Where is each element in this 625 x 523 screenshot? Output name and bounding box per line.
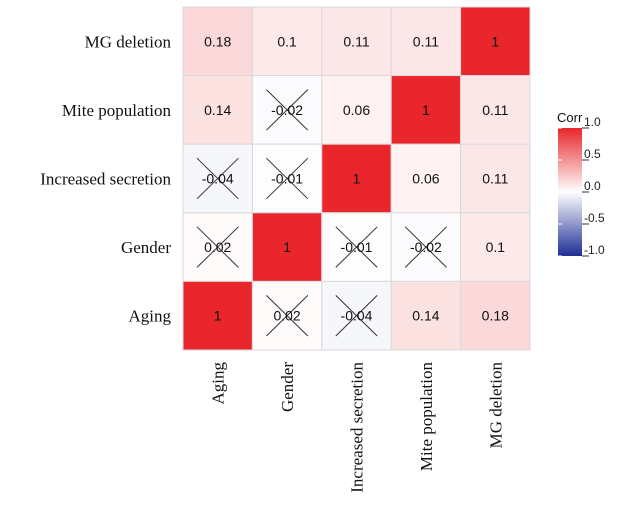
heatmap-cell: [321, 6, 392, 77]
insignificance-cross: [266, 89, 309, 131]
heatmap-cell: [182, 6, 253, 77]
legend-tick-label: 0.0: [584, 179, 601, 193]
heatmap-cell: [321, 143, 392, 214]
legend-tick-label: 0.5: [584, 147, 601, 161]
insignificance-cross: [196, 157, 239, 200]
heatmap-cell: [251, 212, 323, 282]
column-label: Aging: [209, 362, 228, 405]
insignificance-cross: [335, 226, 378, 268]
heatmap-cell: [460, 75, 531, 145]
cell-value-label: -0.04: [341, 308, 373, 324]
legend-tick-label: -0.5: [584, 211, 605, 225]
column-label: MG deletion: [486, 362, 505, 449]
heatmap-cells: 0.18 0.1 0.11 0.11 10.14 -0.02 0.06 1 0.11-0.04-…: [182, 6, 531, 351]
legend-tick-label: -1.0: [584, 243, 605, 257]
column-label: Increased secretion: [348, 362, 367, 493]
cell-value-label: 0.02: [273, 308, 300, 324]
heatmap-cell: [390, 143, 462, 214]
legend-tick-label: 1.0: [584, 115, 601, 129]
cell-value-label: -0.01: [271, 171, 303, 187]
cell-value-label: 0.18: [204, 33, 231, 49]
heatmap-cell: [460, 143, 531, 214]
row-labels: MG deletion Mite population Increased secr…: [40, 32, 171, 325]
cell-value-label: 0.11: [413, 33, 439, 49]
insignificance-cross: [196, 226, 239, 268]
cell-value-label: -0.02: [271, 102, 303, 118]
cell-value-label: 0.18: [482, 308, 509, 324]
column-label: Mite population: [417, 362, 436, 472]
cell-value-label: 1: [214, 308, 222, 324]
legend-title: Corr: [557, 110, 583, 125]
cell-value-label: 0.11: [482, 171, 508, 187]
cell-value-label: 0.1: [486, 239, 506, 255]
cell-value-label: 0.06: [343, 102, 370, 118]
cell-value-label: 0.11: [482, 102, 508, 118]
cell-value-label: 0.14: [204, 102, 231, 118]
cell-value-label: 1: [491, 33, 499, 49]
row-label: Mite population: [62, 101, 172, 120]
cell-value-label: 0.14: [412, 308, 439, 324]
heatmap-cell: [460, 212, 531, 282]
cell-value-label: -0.01: [341, 239, 373, 255]
cell-value-label: 0.1: [277, 33, 297, 49]
column-labels: Aging Gender Increased secretion Mite popul…: [209, 362, 506, 493]
insignificance-cross: [266, 295, 309, 337]
cell-value-label: 0.06: [412, 171, 439, 187]
cell-value-label: 1: [422, 102, 430, 118]
cell-value-label: -0.02: [410, 239, 442, 255]
row-label: Aging: [129, 307, 172, 326]
cell-value-label: 1: [353, 171, 361, 187]
row-label: Increased secretion: [40, 170, 171, 189]
cell-value-label: -0.04: [202, 171, 234, 187]
cell-value-label: 0.02: [204, 239, 231, 255]
column-label: Gender: [278, 362, 297, 412]
heatmap-cell: [182, 280, 253, 351]
heatmap-cell: [390, 6, 462, 77]
insignificance-cross: [335, 295, 378, 337]
cell-value-label: 1: [283, 239, 291, 255]
heatmap-cell: [251, 6, 323, 77]
insignificance-cross: [404, 226, 447, 268]
row-label: MG deletion: [85, 32, 172, 51]
legend: Corr 1.0 0.5 0.0 -0.5 -1.0: [557, 110, 605, 257]
insignificance-cross: [266, 157, 309, 200]
cell-value-label: 0.11: [343, 33, 369, 49]
heatmap-cell: [182, 75, 253, 145]
legend-ticks: 1.0 0.5 0.0 -0.5 -1.0: [558, 115, 605, 257]
row-label: Gender: [121, 238, 171, 257]
heatmap-cell: [460, 280, 531, 351]
